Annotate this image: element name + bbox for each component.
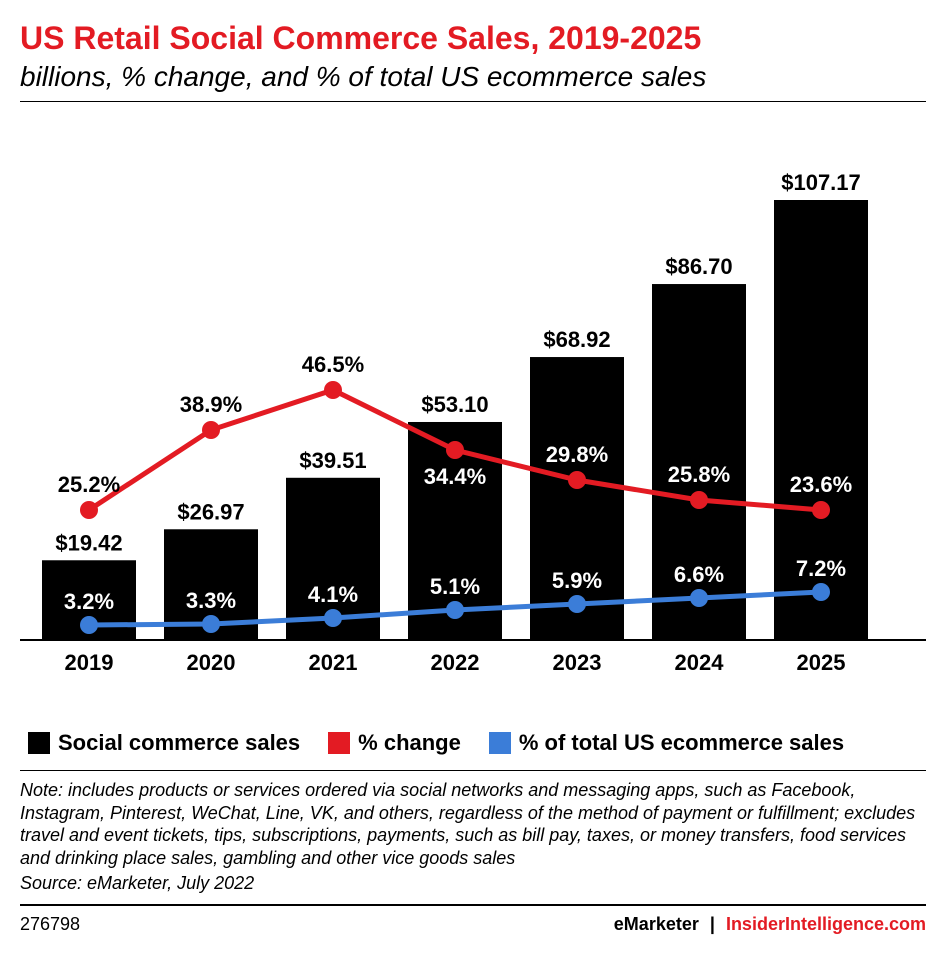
share-marker bbox=[202, 615, 220, 633]
bar-value-label: $107.17 bbox=[781, 170, 861, 195]
footer: 276798 eMarketer | InsiderIntelligence.c… bbox=[20, 906, 926, 935]
chart-subtitle: billions, % change, and % of total US ec… bbox=[20, 61, 926, 93]
bar-value-label: $68.92 bbox=[543, 327, 610, 352]
change-label: 23.6% bbox=[790, 472, 852, 497]
brand-insider: InsiderIntelligence.com bbox=[726, 914, 926, 934]
share-label: 3.3% bbox=[186, 588, 236, 613]
x-axis-label: 2022 bbox=[431, 650, 480, 675]
bar-value-label: $39.51 bbox=[299, 448, 366, 473]
legend-item-share: % of total US ecommerce sales bbox=[489, 730, 844, 756]
share-label: 5.1% bbox=[430, 574, 480, 599]
share-marker bbox=[690, 589, 708, 607]
change-label: 46.5% bbox=[302, 352, 364, 377]
change-label: 29.8% bbox=[546, 442, 608, 467]
share-label: 4.1% bbox=[308, 582, 358, 607]
legend-swatch-change bbox=[328, 732, 350, 754]
bar-value-label: $53.10 bbox=[421, 392, 488, 417]
legend-label-change: % change bbox=[358, 730, 461, 756]
change-label: 25.2% bbox=[58, 472, 120, 497]
share-label: 7.2% bbox=[796, 556, 846, 581]
change-marker bbox=[568, 471, 586, 489]
legend-label-bars: Social commerce sales bbox=[58, 730, 300, 756]
share-marker bbox=[80, 616, 98, 634]
change-label: 34.4% bbox=[424, 464, 486, 489]
legend: Social commerce sales % change % of tota… bbox=[20, 720, 926, 771]
share-label: 6.6% bbox=[674, 562, 724, 587]
share-marker bbox=[446, 601, 464, 619]
legend-label-share: % of total US ecommerce sales bbox=[519, 730, 844, 756]
chart-plot: $19.42 2019 $26.97 2020 $39.51 2021 $53.10 2022… bbox=[20, 120, 926, 720]
x-axis-label: 2023 bbox=[553, 650, 602, 675]
legend-item-bars: Social commerce sales bbox=[28, 730, 300, 756]
chart-note: Note: includes products or services orde… bbox=[20, 771, 926, 873]
brand-separator: | bbox=[710, 914, 715, 934]
change-marker bbox=[324, 381, 342, 399]
x-axis-label: 2025 bbox=[797, 650, 846, 675]
change-label: 25.8% bbox=[668, 462, 730, 487]
change-marker bbox=[812, 501, 830, 519]
share-label: 3.2% bbox=[64, 589, 114, 614]
bar-value-label: $26.97 bbox=[177, 499, 244, 524]
bar-value-label: $19.42 bbox=[55, 530, 122, 555]
x-axis-label: 2019 bbox=[65, 650, 114, 675]
change-marker bbox=[202, 421, 220, 439]
share-label: 5.9% bbox=[552, 568, 602, 593]
x-axis-label: 2020 bbox=[187, 650, 236, 675]
legend-item-change: % change bbox=[328, 730, 461, 756]
change-label: 38.9% bbox=[180, 392, 242, 417]
x-axis-label: 2021 bbox=[309, 650, 358, 675]
change-marker bbox=[446, 441, 464, 459]
share-marker bbox=[568, 595, 586, 613]
chart-source: Source: eMarketer, July 2022 bbox=[20, 873, 926, 906]
share-marker bbox=[324, 609, 342, 627]
legend-swatch-share bbox=[489, 732, 511, 754]
top-rule bbox=[20, 101, 926, 102]
brand: eMarketer | InsiderIntelligence.com bbox=[614, 914, 926, 935]
chart-id: 276798 bbox=[20, 914, 80, 935]
brand-emarketer: eMarketer bbox=[614, 914, 699, 934]
legend-swatch-bars bbox=[28, 732, 50, 754]
x-axis-label: 2024 bbox=[675, 650, 725, 675]
share-marker bbox=[812, 583, 830, 601]
chart-title: US Retail Social Commerce Sales, 2019-20… bbox=[20, 20, 926, 57]
change-marker bbox=[80, 501, 98, 519]
bar-value-label: $86.70 bbox=[665, 254, 732, 279]
change-marker bbox=[690, 491, 708, 509]
